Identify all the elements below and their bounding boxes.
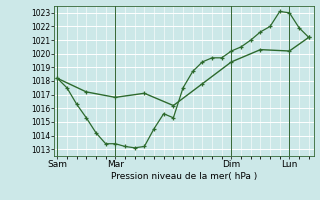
X-axis label: Pression niveau de la mer( hPa ): Pression niveau de la mer( hPa ) bbox=[111, 172, 257, 181]
